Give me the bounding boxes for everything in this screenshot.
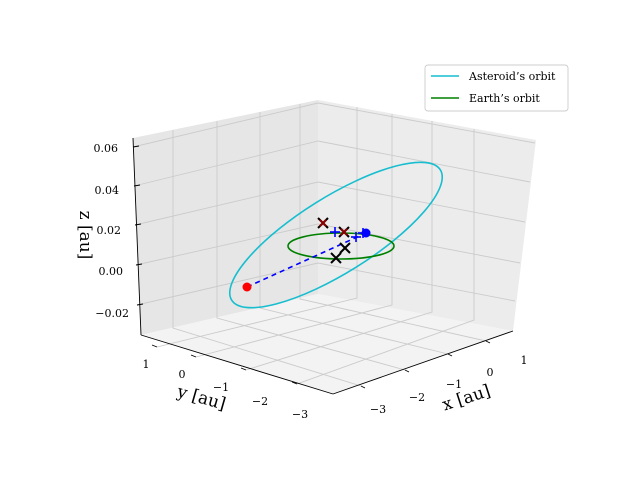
z-tick-mark [133, 184, 141, 187]
x-tick-label: 0 [487, 366, 494, 379]
back-pane [318, 100, 536, 331]
y-axis-line [140, 334, 334, 395]
x-grid-line [216, 121, 406, 371]
z-tick-label: −0.02 [95, 307, 129, 320]
y-tick-mark [151, 344, 158, 348]
z-grid-line [132, 102, 536, 148]
z-tick-label: 0.02 [97, 224, 122, 237]
z-tick-mark [132, 145, 140, 148]
y-tick-mark [190, 354, 197, 358]
legend-label-asteroid: Asteroid’s orbit [468, 70, 556, 83]
legend-frame [424, 64, 569, 112]
z-tick-labels: −0.02 0.00 0.02 0.04 0.06 [94, 142, 130, 320]
tick-marks [132, 145, 491, 389]
z-tick-label: 0.06 [94, 142, 119, 155]
legend: Asteroid’s orbit Earth’s orbit [424, 64, 569, 112]
y-grid-line [156, 107, 358, 348]
x-stroke [339, 242, 351, 254]
y-tick-label: −3 [292, 408, 308, 421]
earth-orbit-line [287, 232, 395, 260]
x-stroke [319, 219, 327, 227]
y-grid-line [245, 121, 433, 371]
z-grid-line [135, 223, 521, 266]
floor-pane [141, 294, 513, 394]
x-tick-label: 1 [521, 354, 528, 367]
y-tick-mark [240, 367, 247, 371]
z-grid-line [136, 262, 516, 306]
asteroid-position-dot [242, 282, 252, 292]
x-grid-line [299, 104, 487, 342]
x-tick-mark [360, 385, 366, 389]
x-tick-label: −1 [446, 378, 462, 391]
markers [242, 217, 371, 292]
y-tick-label: 1 [143, 358, 150, 371]
x-stroke [330, 252, 342, 264]
z-grid-line [133, 140, 531, 187]
z-axis-label: z [au] [75, 211, 95, 260]
z-tick-mark [135, 263, 143, 266]
y-grid-line [195, 114, 393, 358]
z-tick-label: 0.04 [95, 184, 120, 197]
x-tick-mark [404, 369, 410, 373]
x-tick-label: −3 [370, 403, 386, 416]
z-tick-mark [136, 303, 144, 306]
axis-edges [132, 137, 514, 395]
x-stroke [340, 228, 348, 236]
x-tick-mark [447, 353, 453, 357]
x-tick-labels: −3 −2 −1 0 1 [370, 354, 528, 416]
plus-marker [351, 232, 361, 242]
black-x-marker [330, 252, 342, 264]
connection-dashed-line [246, 232, 367, 288]
y-tick-labels: 1 0 −1 −2 −3 [143, 358, 309, 421]
left-pane [133, 100, 318, 335]
x-axis-line [332, 330, 514, 395]
orbits [228, 161, 444, 309]
x-tick-label: −2 [409, 391, 425, 404]
asteroid-orbit-line [228, 161, 444, 309]
z-grid-line [134, 181, 526, 226]
gridlines [132, 102, 536, 387]
earth-position-dot [361, 228, 371, 238]
y-tick-label: −2 [252, 395, 268, 408]
plus-marker [330, 227, 340, 237]
darkred-x-marker [340, 228, 348, 236]
z-tick-label: 0.00 [99, 265, 124, 278]
y-grid-line [296, 129, 475, 385]
z-axis-line [132, 137, 142, 336]
x-grid-line [172, 130, 362, 387]
x-tick-mark [485, 340, 491, 344]
y-tick-label: −1 [213, 381, 229, 394]
y-tick-mark [291, 381, 298, 385]
legend-label-earth: Earth’s orbit [469, 92, 540, 105]
y-tick-label: 0 [179, 368, 186, 381]
darkred-x-marker [319, 219, 327, 227]
z-tick-mark [134, 223, 142, 226]
black-x-marker [339, 242, 351, 254]
